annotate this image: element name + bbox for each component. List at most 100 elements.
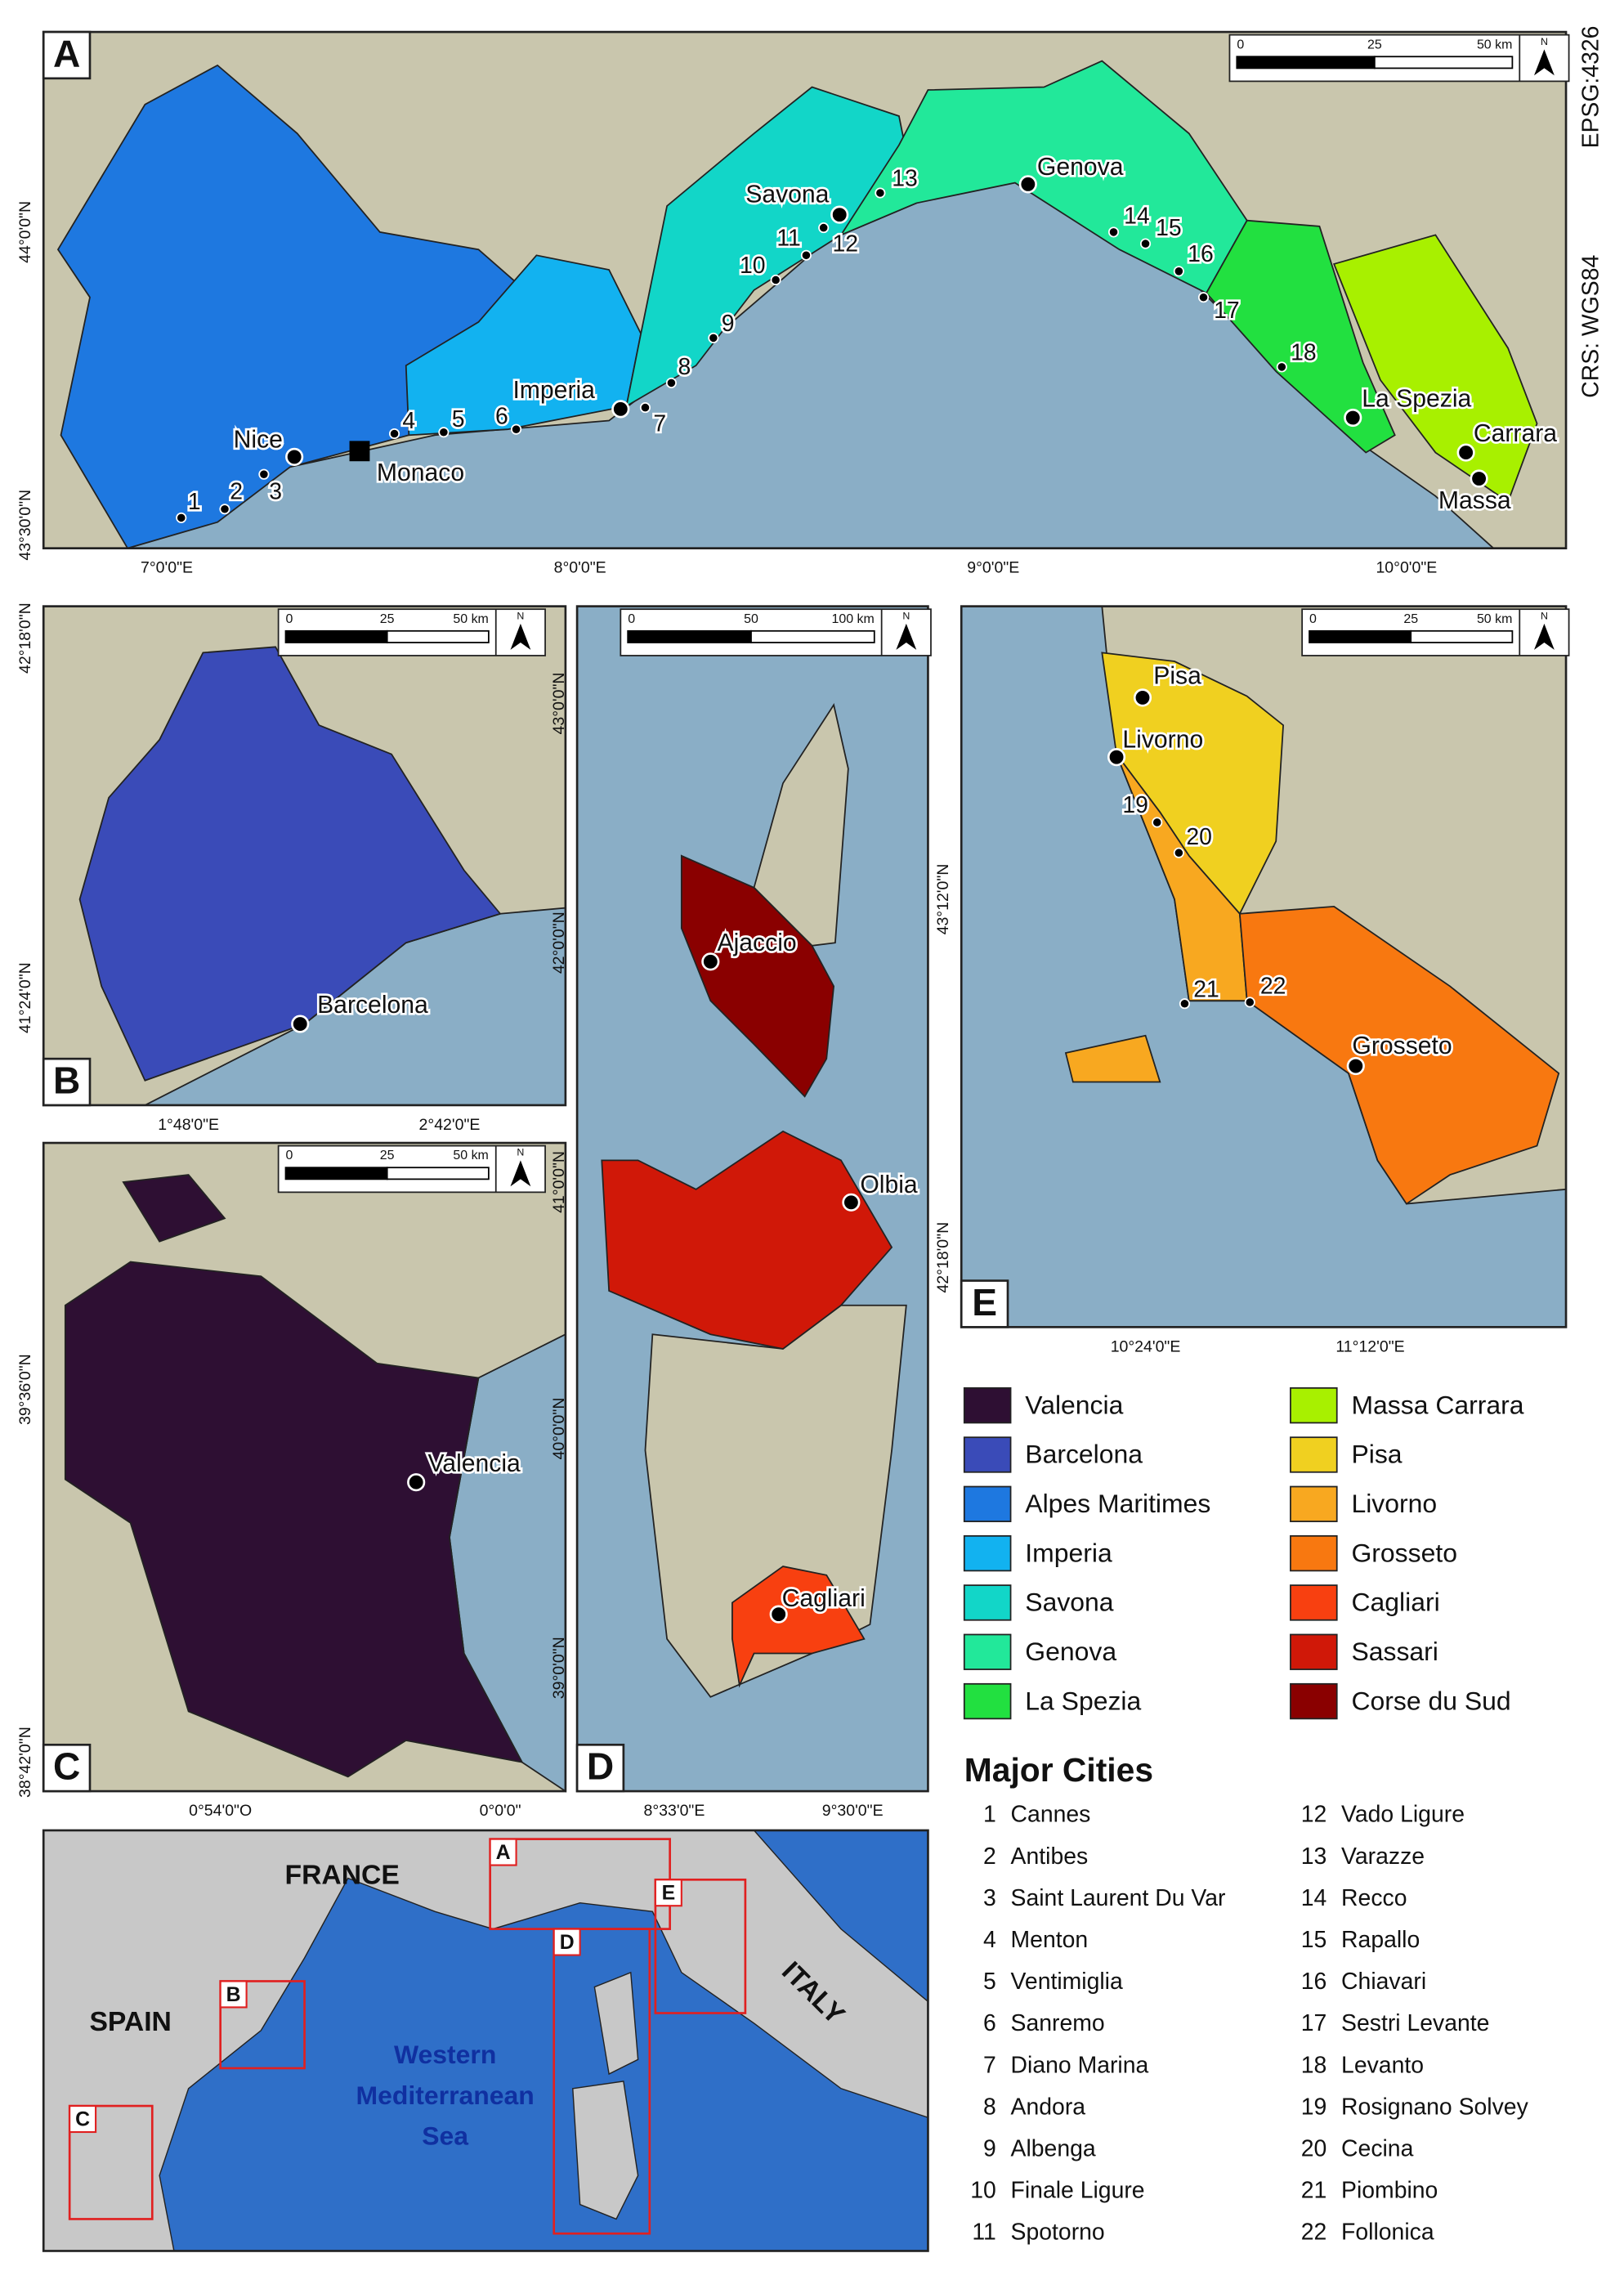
city-number: 22	[1301, 2220, 1327, 2246]
sea-label: Sea	[422, 2121, 468, 2151]
city-marker	[1470, 469, 1488, 488]
legend-swatch	[1290, 1485, 1338, 1522]
town-number: 11	[776, 225, 800, 251]
city-marker	[1456, 443, 1475, 462]
town-marker	[176, 512, 187, 523]
longitude-label: 0°54'0"O	[189, 1802, 252, 1820]
town-number: 7	[653, 410, 666, 437]
panel-label: C	[53, 1745, 80, 1788]
city-name: Sanremo	[1011, 2010, 1105, 2036]
town-number: 6	[495, 403, 508, 429]
north-arrow	[1534, 49, 1555, 76]
legend-label: Genova	[1025, 1637, 1116, 1666]
legend-label: Massa Carrara	[1351, 1390, 1523, 1419]
city-label: Massa	[1438, 487, 1511, 514]
town-number: 15	[1156, 215, 1182, 241]
region	[839, 60, 1248, 294]
region	[1238, 905, 1560, 1205]
scale-bar	[284, 1167, 388, 1180]
town-number: 16	[1188, 241, 1214, 267]
sea	[159, 1877, 929, 2252]
scale-label: 0	[628, 612, 635, 626]
panel-label-box	[960, 1279, 1009, 1328]
city-marker	[291, 1015, 310, 1033]
longitude-label: 8°33'0"E	[644, 1802, 705, 1820]
city-name: Saint Laurent Du Var	[1011, 1885, 1226, 1911]
city-label: Pisa	[1153, 663, 1201, 690]
legend-swatch	[1290, 1386, 1338, 1424]
country-label: SPAIN	[89, 2006, 171, 2037]
frame	[960, 605, 1568, 1328]
legend-label: Cagliari	[1351, 1588, 1439, 1617]
city-label: Grosseto	[1352, 1032, 1452, 1059]
town-marker	[875, 187, 886, 199]
region	[625, 86, 918, 408]
extent-label: E	[662, 1883, 676, 1905]
legend-label: Alpes Maritimes	[1025, 1489, 1210, 1518]
extent-label-box	[69, 2104, 97, 2134]
scale-label: 50 km	[453, 1149, 488, 1162]
scale-bar	[386, 629, 490, 643]
frame	[42, 605, 567, 1107]
scale-bar	[1309, 629, 1412, 643]
city-number: 16	[1301, 1969, 1327, 1995]
sea-label: Mediterranean	[356, 2081, 535, 2110]
legend-swatch	[1290, 1534, 1338, 1572]
city-label: Barcelona	[317, 992, 428, 1019]
town-number: 4	[402, 408, 415, 434]
region	[731, 1566, 866, 1688]
city-marker	[701, 952, 720, 971]
city-name: Spotorno	[1011, 2220, 1105, 2246]
latitude-label: 42°18'0"N	[934, 1222, 952, 1293]
town-marker	[1152, 817, 1163, 828]
town-marker	[639, 402, 651, 414]
town-number: 3	[269, 479, 282, 505]
longitude-label: 11°12'0"E	[1335, 1337, 1404, 1355]
extent-box	[68, 2104, 154, 2220]
extent-label: C	[75, 2108, 90, 2130]
legend-swatch	[963, 1584, 1012, 1621]
scale-label: 25	[380, 612, 395, 626]
city-number: 5	[983, 1969, 996, 1995]
city-marker	[285, 447, 304, 466]
city-name: Sestri Levante	[1341, 2010, 1489, 2036]
town-number: 2	[230, 479, 243, 505]
legend-label: La Spezia	[1025, 1686, 1141, 1715]
overview-map	[42, 1829, 929, 2252]
city-name: Andora	[1011, 2094, 1086, 2120]
city-number: 3	[983, 1885, 996, 1911]
town-marker	[1107, 226, 1120, 238]
panel-d	[575, 605, 929, 1793]
legend-label: Valencia	[1025, 1390, 1123, 1419]
town-marker	[219, 504, 230, 515]
scale-label: 25	[1403, 612, 1418, 626]
legend-swatch	[1290, 1436, 1338, 1473]
longitude-label: 2°42'0"E	[419, 1116, 481, 1134]
crs-label: EPSG:4326	[1577, 26, 1604, 149]
legend-swatch	[963, 1386, 1012, 1424]
town-marker	[708, 332, 719, 343]
legend-swatch	[1290, 1682, 1338, 1720]
town-number: 13	[892, 166, 918, 192]
city-marker	[349, 441, 370, 462]
city-number: 6	[983, 2010, 996, 2036]
latitude-label: 39°0'0"N	[550, 1637, 568, 1699]
extent-label-box	[219, 1980, 248, 2009]
city-number: 18	[1301, 2052, 1327, 2078]
town-marker	[1197, 292, 1210, 303]
scale-bar	[1236, 56, 1376, 69]
north-arrow	[1534, 623, 1555, 650]
scale-label: 50	[744, 612, 758, 626]
city-name: Vado Ligure	[1341, 1802, 1465, 1828]
latitude-label: 43°30'0"N	[16, 490, 34, 561]
latitude-label: 41°0'0"N	[550, 1151, 568, 1213]
city-name: Cecina	[1341, 2135, 1414, 2161]
latitude-label: 39°36'0"N	[16, 1354, 34, 1425]
town-marker	[438, 427, 450, 438]
city-label: Imperia	[512, 377, 595, 404]
town-number: 9	[722, 311, 735, 337]
city-number: 14	[1301, 1885, 1327, 1911]
legend-swatch	[963, 1534, 1012, 1572]
legend-label: Imperia	[1025, 1538, 1112, 1567]
